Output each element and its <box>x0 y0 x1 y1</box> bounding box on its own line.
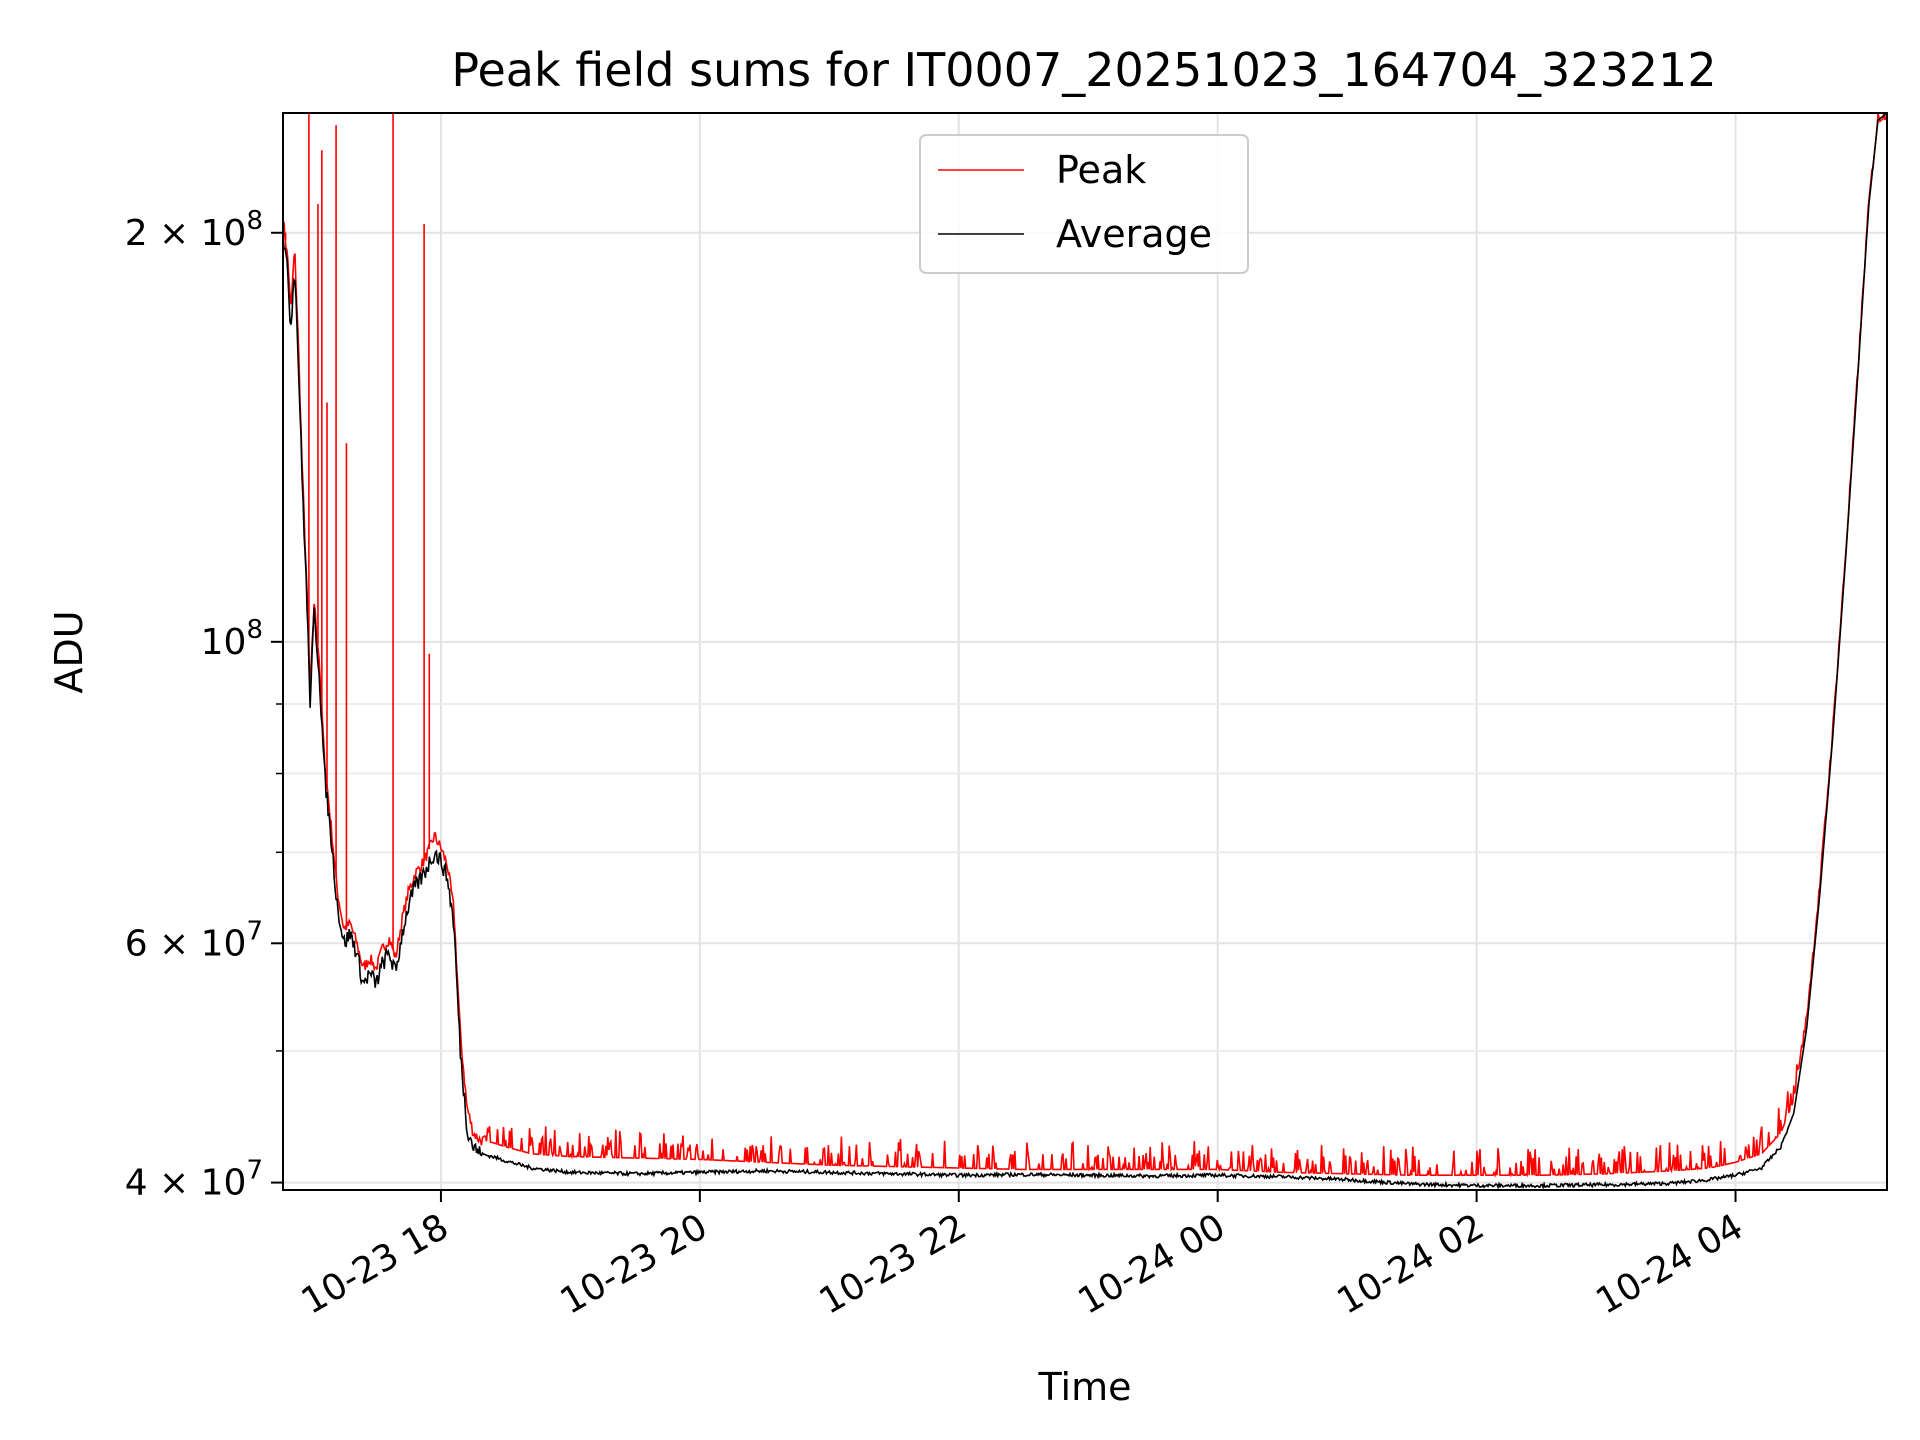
plot-frame <box>282 112 1888 1191</box>
legend: Peak Average <box>919 134 1249 274</box>
y-tick-label: 6 × 107 <box>125 916 263 964</box>
chart-title: Peak field sums for IT0007_20251023_1647… <box>451 43 1716 97</box>
y-tick-label: 2 × 108 <box>125 206 263 254</box>
y-tick-label: 4 × 107 <box>125 1156 263 1204</box>
average-series-line <box>283 113 1887 1190</box>
y-axis: 4 × 107 6 × 107 108 2 × 108 <box>125 206 283 1204</box>
y-tick-label: 108 <box>201 615 263 663</box>
peak-series-line <box>283 113 1887 1178</box>
x-axis-label: Time <box>1038 1365 1132 1409</box>
legend-peak-label: Peak <box>1056 148 1146 192</box>
legend-average-label: Average <box>1056 212 1212 256</box>
series-layer <box>283 113 1887 1190</box>
y-axis-label: ADU <box>47 610 91 693</box>
